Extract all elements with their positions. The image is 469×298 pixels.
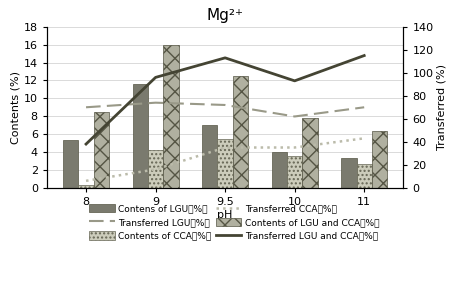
Bar — [94, 112, 109, 188]
X-axis label: pH: pH — [218, 209, 233, 220]
Y-axis label: Transferred (%): Transferred (%) — [436, 64, 446, 150]
Bar — [287, 156, 303, 188]
Bar — [218, 139, 233, 188]
Bar — [272, 152, 287, 188]
Legend: Contens of LGU（%）, Transferred LGU（%）, Contents of CCA（%）, Transferred CCA（%）, C: Contens of LGU（%）, Transferred LGU（%）, C… — [90, 204, 379, 240]
Bar — [133, 84, 148, 188]
Bar — [341, 158, 356, 188]
Bar — [163, 45, 179, 188]
Bar — [303, 118, 318, 188]
Bar — [233, 76, 248, 188]
Bar — [63, 140, 78, 188]
Bar — [148, 150, 163, 188]
Bar — [202, 125, 218, 188]
Bar — [372, 131, 387, 188]
Bar — [78, 185, 94, 188]
Title: Mg²⁺: Mg²⁺ — [207, 8, 243, 23]
Y-axis label: Contents (%): Contents (%) — [11, 71, 21, 144]
Bar — [356, 164, 372, 188]
